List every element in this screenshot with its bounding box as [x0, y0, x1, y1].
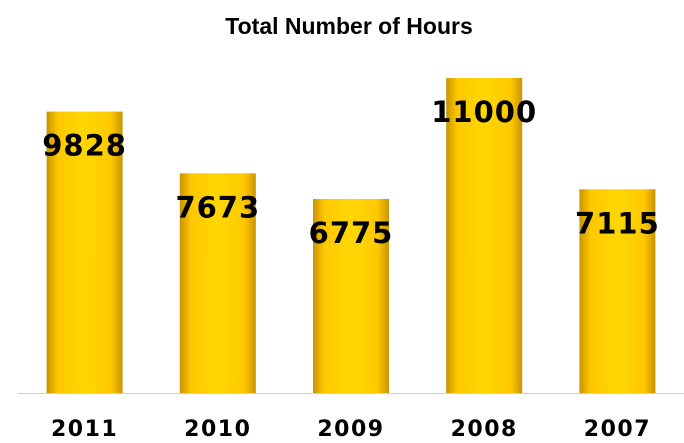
- x-tick-label: 2010: [184, 417, 251, 442]
- bar: [46, 111, 123, 393]
- bar: [579, 189, 656, 393]
- data-label: 11000: [431, 95, 537, 129]
- x-tick-label: 2009: [317, 417, 384, 442]
- data-label: 9828: [42, 129, 127, 163]
- bar: [179, 173, 256, 393]
- x-tick-label: 2008: [451, 417, 518, 442]
- bar: [446, 78, 523, 394]
- data-label: 7673: [175, 190, 260, 224]
- data-label: 6775: [309, 216, 394, 250]
- x-tick-label: 2007: [584, 417, 651, 442]
- data-label: 7115: [575, 206, 660, 240]
- chart-title: Total Number of Hours: [225, 13, 472, 39]
- x-tick-label: 2011: [51, 417, 118, 442]
- bar: [313, 199, 389, 393]
